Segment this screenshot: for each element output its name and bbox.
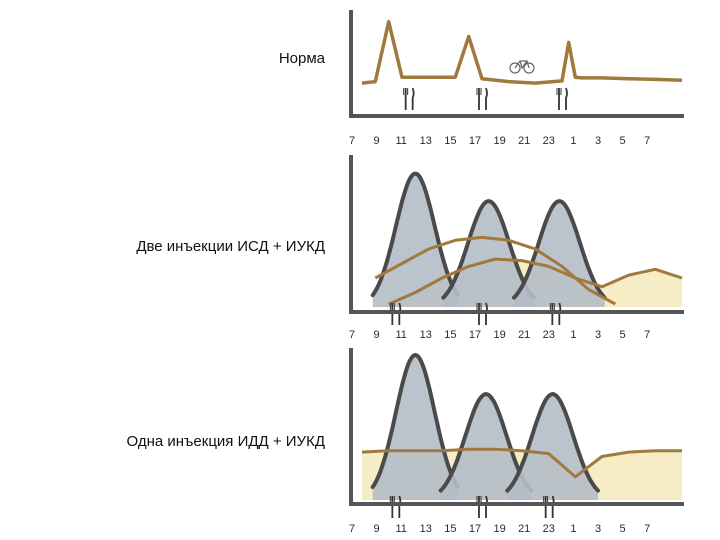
x-tick-label: 11 xyxy=(395,135,406,147)
x-tick-label: 21 xyxy=(518,329,530,341)
x-tick-label: 15 xyxy=(444,523,456,535)
x-tick-label: 13 xyxy=(420,523,432,535)
x-tick-label: 19 xyxy=(493,523,505,535)
knife-icon xyxy=(398,495,402,518)
chart-panel-0: 7 9 11 13 15 17 19 21 23 1 3 5 7 xyxy=(349,10,684,147)
panel-label-normal: Норма xyxy=(278,50,325,67)
insulin-peak-fill xyxy=(507,394,598,500)
insulin-peak-1 xyxy=(438,392,534,493)
x-tick-label: 17 xyxy=(469,523,481,535)
glucose-line-0 xyxy=(361,447,682,479)
x-tick-label: 19 xyxy=(493,135,505,147)
x-tick-label: 9 xyxy=(374,135,380,147)
knife-icon xyxy=(411,87,415,110)
x-tick-label: 13 xyxy=(420,329,432,341)
bicycle-icon xyxy=(509,60,535,74)
x-tick-label: 13 xyxy=(420,135,432,147)
insulin-peak-fill xyxy=(440,394,532,500)
fork-knife-icon xyxy=(556,87,568,110)
x-tick-label: 17 xyxy=(469,329,481,341)
insulin-peak-fill xyxy=(372,173,458,307)
fork-knife-icon xyxy=(403,87,415,110)
x-tick-label: 1 xyxy=(570,135,576,147)
x-tick-label: 5 xyxy=(620,523,626,535)
x-tick-label: 3 xyxy=(595,135,601,147)
x-tick-label: 17 xyxy=(469,135,481,147)
knife-icon xyxy=(485,87,488,110)
insulin-peak-fill xyxy=(443,201,534,307)
x-tick-label: 7 xyxy=(349,523,355,535)
insulin-peak-fill xyxy=(372,355,458,500)
x-tick-label: 5 xyxy=(620,135,626,147)
panel-label-two-injections: Две инъекции ИСД + ИУКД xyxy=(136,238,325,255)
x-tick-label: 23 xyxy=(543,523,555,535)
x-tick-label: 9 xyxy=(374,329,380,341)
x-tick-label: 23 xyxy=(543,329,555,341)
x-tick-label: 7 xyxy=(349,329,355,341)
knife-icon xyxy=(551,495,555,518)
x-tick-label: 7 xyxy=(644,523,650,535)
x-tick-label: 7 xyxy=(349,135,355,147)
glucose-line-1 xyxy=(388,257,683,306)
chart-panel-2: 7 9 11 13 15 17 19 21 23 1 3 5 7 xyxy=(349,348,684,535)
knife-icon xyxy=(485,495,488,518)
x-tick-label: 1 xyxy=(570,329,576,341)
x-tick-label: 7 xyxy=(644,329,650,341)
x-tick-label: 11 xyxy=(395,523,406,535)
chart-panel-1: 7 9 11 13 15 17 19 21 23 1 3 5 7 xyxy=(349,155,684,341)
bicycle-wheel xyxy=(509,62,521,74)
glucose-line-0 xyxy=(361,19,683,85)
bicycle-wheel xyxy=(523,62,535,74)
insulin-peak-0 xyxy=(370,171,460,298)
x-tick-label: 15 xyxy=(444,135,456,147)
x-tick-label: 9 xyxy=(374,523,380,535)
bicycle-frame xyxy=(514,60,530,70)
knife-icon xyxy=(565,87,568,110)
insulin-peak-2 xyxy=(505,392,600,493)
x-tick-label: 3 xyxy=(595,523,601,535)
panel-label-one-injection: Одна инъекция ИДД + ИУКД xyxy=(126,433,326,450)
x-tick-label: 5 xyxy=(620,329,626,341)
x-tick-label: 1 xyxy=(570,523,576,535)
x-tick-label: 21 xyxy=(518,523,530,535)
x-tick-label: 23 xyxy=(543,135,555,147)
x-tick-label: 11 xyxy=(395,329,406,341)
x-tick-label: 15 xyxy=(444,329,456,341)
x-tick-label: 3 xyxy=(595,329,601,341)
x-tick-label: 7 xyxy=(644,135,650,147)
x-tick-label: 21 xyxy=(518,135,530,147)
insulin-peak-2 xyxy=(512,199,607,300)
fork-knife-icon xyxy=(476,87,488,110)
x-tick-label: 19 xyxy=(493,329,505,341)
